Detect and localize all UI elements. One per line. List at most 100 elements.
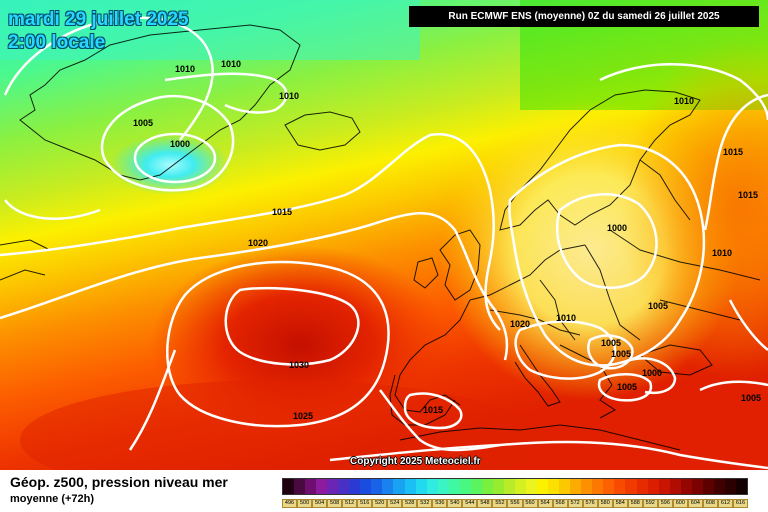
color-swatch bbox=[492, 479, 504, 494]
color-swatch bbox=[294, 479, 306, 494]
color-swatch bbox=[415, 479, 427, 494]
chart-title: Géop. z500, pression niveau mer bbox=[10, 474, 228, 490]
scale-tick-label: 552 bbox=[492, 499, 508, 508]
color-swatch bbox=[404, 479, 416, 494]
pressure-label: 1005 bbox=[133, 118, 153, 128]
color-swatch bbox=[305, 479, 317, 494]
pressure-label: 1025 bbox=[293, 411, 313, 421]
color-swatch bbox=[581, 479, 593, 494]
scale-tick-label: 528 bbox=[402, 499, 418, 508]
scale-tick-label: 584 bbox=[612, 499, 628, 508]
color-swatch bbox=[316, 479, 328, 494]
scale-tick-label: 556 bbox=[507, 499, 523, 508]
color-swatch bbox=[338, 479, 350, 494]
color-swatch bbox=[614, 479, 626, 494]
pressure-label: 1015 bbox=[738, 190, 758, 200]
scale-tick-label: 532 bbox=[417, 499, 433, 508]
pressure-label: 1005 bbox=[617, 382, 637, 392]
scale-tick-label: 496 bbox=[282, 499, 298, 508]
scale-tick-label: 548 bbox=[477, 499, 493, 508]
color-swatch bbox=[548, 479, 560, 494]
color-swatch bbox=[537, 479, 549, 494]
pressure-label: 1010 bbox=[674, 96, 694, 106]
scale-tick-label: 572 bbox=[567, 499, 583, 508]
color-swatch bbox=[437, 479, 449, 494]
copyright-notice: Copyright 2025 Meteociel.fr bbox=[350, 456, 481, 467]
scale-tick-label: 588 bbox=[627, 499, 643, 508]
color-swatch bbox=[603, 479, 615, 494]
pressure-label: 1010 bbox=[175, 64, 195, 74]
color-swatch bbox=[636, 479, 648, 494]
pressure-label: 1015 bbox=[272, 207, 292, 217]
color-swatch bbox=[625, 479, 637, 494]
color-scale-ticks: 496 500 504 508 512 516 520 524 528 532 536 540 544 5… bbox=[282, 499, 748, 508]
color-swatch bbox=[371, 479, 383, 494]
scale-tick-label: 612 bbox=[717, 499, 733, 508]
color-swatch bbox=[459, 479, 471, 494]
pressure-label: 1020 bbox=[510, 319, 530, 329]
scale-tick-label: 516 bbox=[357, 499, 373, 508]
pressure-label: 1015 bbox=[723, 147, 743, 157]
scale-tick-label: 608 bbox=[702, 499, 718, 508]
color-swatch bbox=[702, 479, 714, 494]
forecast-date: mardi 29 juillet 2025 bbox=[8, 9, 189, 30]
color-swatch bbox=[426, 479, 438, 494]
color-swatch bbox=[669, 479, 681, 494]
scale-tick-label: 576 bbox=[582, 499, 598, 508]
pressure-label: 1010 bbox=[556, 313, 576, 323]
pressure-label: 1010 bbox=[712, 248, 732, 258]
color-swatch bbox=[658, 479, 670, 494]
pressure-label: 1010 bbox=[279, 91, 299, 101]
pressure-label: 1000 bbox=[607, 223, 627, 233]
color-swatch bbox=[526, 479, 538, 494]
pressure-label: 1000 bbox=[642, 368, 662, 378]
scale-tick-label: 616 bbox=[732, 499, 748, 508]
scale-tick-label: 536 bbox=[432, 499, 448, 508]
run-banner: Run ECMWF ENS (moyenne) 0Z du samedi 26 … bbox=[409, 6, 759, 27]
color-swatch bbox=[514, 479, 527, 494]
chart-subtitle: moyenne (+72h) bbox=[10, 493, 95, 505]
scale-tick-label: 500 bbox=[297, 499, 313, 508]
scale-tick-label: 540 bbox=[447, 499, 463, 508]
color-swatch bbox=[470, 479, 482, 494]
scale-tick-label: 512 bbox=[342, 499, 358, 508]
pressure-label: 1030 bbox=[289, 360, 309, 370]
color-swatch bbox=[680, 479, 692, 494]
color-swatch bbox=[559, 479, 571, 494]
color-swatch bbox=[382, 479, 394, 494]
scale-tick-label: 504 bbox=[312, 499, 328, 508]
pressure-label: 1005 bbox=[601, 338, 621, 348]
weather-map: 1010 1010 1010 1005 1000 1010 1015 1015 … bbox=[0, 0, 768, 470]
color-swatch bbox=[393, 479, 405, 494]
pressure-label: 1005 bbox=[611, 349, 631, 359]
color-swatch bbox=[724, 479, 736, 494]
scale-tick-label: 508 bbox=[327, 499, 343, 508]
color-swatch bbox=[713, 479, 725, 494]
scale-tick-label: 564 bbox=[537, 499, 553, 508]
pressure-label: 1005 bbox=[648, 301, 668, 311]
scale-tick-label: 604 bbox=[687, 499, 703, 508]
color-swatch bbox=[503, 479, 515, 494]
pressure-label: 1020 bbox=[248, 238, 268, 248]
forecast-time: 2:00 locale bbox=[8, 32, 106, 53]
pressure-label: 1010 bbox=[221, 59, 241, 69]
legend-footer: Géop. z500, pression niveau mer moyenne … bbox=[0, 470, 768, 512]
color-swatch bbox=[691, 479, 703, 494]
scale-tick-label: 600 bbox=[672, 499, 688, 508]
scale-tick-label: 596 bbox=[657, 499, 673, 508]
pressure-label: 1005 bbox=[741, 393, 761, 403]
color-swatch bbox=[349, 479, 361, 494]
pressure-label: 1015 bbox=[423, 405, 443, 415]
color-swatch bbox=[283, 479, 295, 494]
scale-tick-label: 568 bbox=[552, 499, 568, 508]
scale-tick-label: 544 bbox=[462, 499, 478, 508]
color-swatch bbox=[360, 479, 372, 494]
scale-tick-label: 592 bbox=[642, 499, 658, 508]
color-swatch bbox=[647, 479, 659, 494]
color-swatch bbox=[448, 479, 460, 494]
scale-tick-label: 580 bbox=[597, 499, 613, 508]
pressure-label: 1000 bbox=[170, 139, 190, 149]
scale-tick-label: 520 bbox=[372, 499, 388, 508]
color-scale bbox=[282, 478, 748, 495]
